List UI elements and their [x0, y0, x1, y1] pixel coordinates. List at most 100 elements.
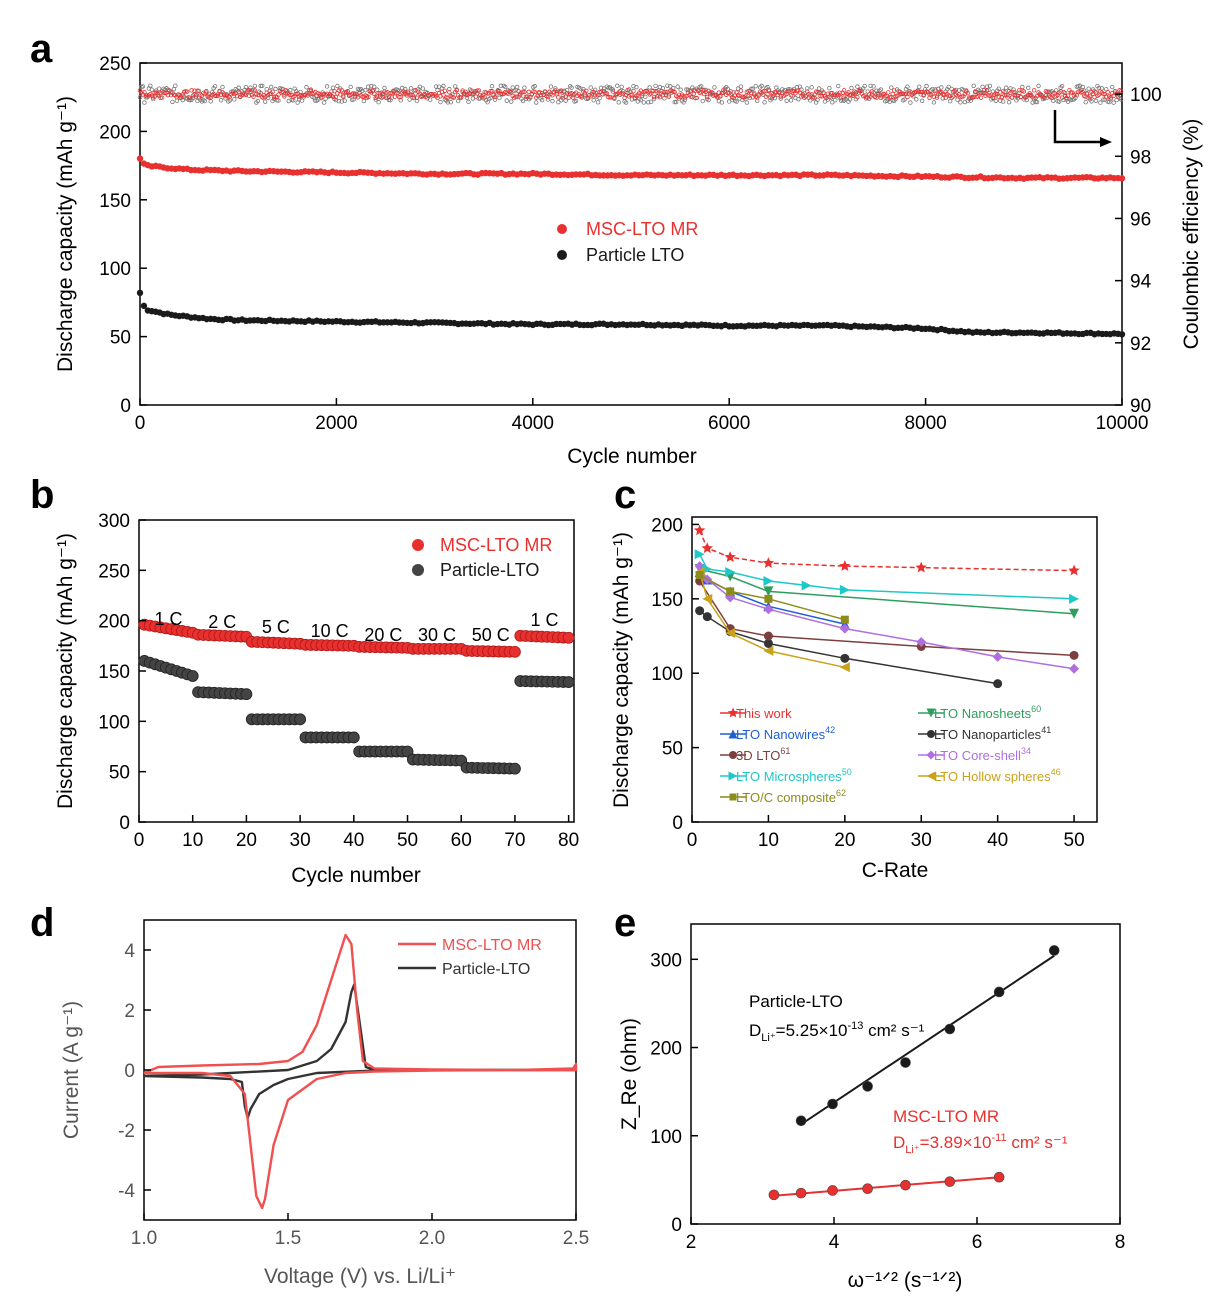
ce-point	[942, 92, 947, 97]
ce-point	[809, 85, 814, 90]
ce-point	[1003, 85, 1009, 90]
panel-d-legend: MSC-LTO MR Particle-LTO	[398, 937, 542, 978]
xtick-label-1: 10	[758, 830, 779, 851]
ytick-label-2: 200	[650, 1039, 682, 1060]
rate-label-1: 2 C	[208, 612, 236, 632]
legend-item-1: LTO Nanosheets60	[918, 704, 1041, 721]
cycle-point	[509, 762, 521, 775]
ce-point	[978, 95, 984, 100]
panel-b-rate-labels: 1 C 2 C 5 C 10 C 20 C 30 C 50 C 1 C	[155, 609, 559, 645]
panel-b-marks	[138, 618, 575, 775]
marker-tri-left	[839, 662, 850, 673]
capacity-point	[1118, 175, 1126, 182]
ce-point	[1118, 89, 1124, 94]
ce-point	[993, 98, 999, 103]
xtick-label-1: 1.5	[275, 1228, 301, 1249]
ce-point	[522, 89, 527, 95]
ce-point	[503, 84, 508, 90]
series-msc-lto-mr	[768, 1171, 1005, 1201]
marker-square	[695, 571, 704, 580]
ce-point	[438, 93, 443, 99]
ce-point	[735, 86, 741, 91]
ce-point	[805, 86, 810, 91]
panel-letter-e: e	[614, 901, 636, 945]
ytick-label-1: 50	[109, 763, 130, 784]
legend-label: LTO Nanowires42	[736, 725, 835, 742]
ce-point	[276, 92, 281, 97]
xtick-label-7: 70	[504, 830, 525, 851]
marker-tri-down	[763, 586, 774, 597]
marker-circle	[729, 751, 737, 759]
xtick-label-0: 2	[686, 1232, 697, 1253]
legend-label-name: This work	[736, 706, 792, 721]
ce-point	[634, 84, 639, 90]
ce-point	[619, 84, 624, 89]
panel-a-marks	[136, 83, 1126, 338]
marker-tri-right	[763, 575, 774, 586]
ce-point	[542, 89, 548, 95]
ce-point	[532, 83, 537, 89]
series-line	[699, 574, 845, 621]
ce-point	[1118, 97, 1124, 102]
ce-point	[933, 87, 938, 92]
series-lto-hollow-spheres	[694, 567, 850, 673]
ce-point	[526, 89, 532, 95]
ce-point	[553, 86, 558, 91]
legend-label: LTO Nanosheets60	[934, 704, 1041, 721]
legend-label-ref: 61	[780, 746, 790, 756]
ce-point	[750, 86, 755, 91]
legend-marker-msc	[557, 224, 567, 234]
xtick-label-2: 20	[236, 830, 257, 851]
ce-point	[1033, 99, 1038, 105]
ce-point	[682, 97, 688, 102]
legend-label-msc-b: MSC-LTO MR	[440, 535, 552, 555]
legend-label-name: LTO Nanoparticles	[934, 727, 1042, 742]
ce-point	[822, 99, 828, 104]
ce-point	[653, 89, 658, 94]
ce-point	[414, 95, 420, 100]
ce-point	[672, 99, 677, 105]
marker-square	[726, 587, 735, 596]
annotation-particle-title: Particle-LTO	[749, 992, 843, 1011]
xtick-label-2: 2.0	[419, 1228, 445, 1249]
ce-point	[1026, 85, 1031, 91]
ce-point	[433, 84, 439, 89]
ytick-label-4: 200	[98, 612, 130, 633]
ce-point	[719, 100, 725, 105]
legend-label: LTO Nanoparticles41	[934, 725, 1051, 742]
ce-point	[342, 98, 347, 103]
legend-label-ref: 50	[842, 767, 852, 777]
ce-point	[821, 90, 826, 95]
ce-point	[890, 91, 895, 97]
ce-point	[282, 94, 287, 99]
legend-label-name: LTO Core-shell	[934, 748, 1021, 763]
ce-point	[943, 95, 948, 101]
impedance-point	[993, 1171, 1005, 1183]
ce-point	[650, 88, 655, 93]
ytick-label-6: 300	[98, 511, 130, 532]
marker-tri-left	[763, 645, 774, 656]
ce-point	[268, 84, 274, 90]
xtick-label-1: 4	[829, 1232, 840, 1253]
ce-point	[1045, 89, 1050, 94]
marker-diamond	[763, 604, 774, 615]
ce-point	[195, 88, 200, 93]
ce-point	[545, 97, 551, 102]
legend-label-name: LTO Nanosheets	[934, 706, 1032, 721]
ce-point	[149, 87, 154, 92]
ce-point	[638, 97, 644, 103]
ce-point	[958, 100, 963, 105]
y2tick-label-5: 100	[1130, 85, 1162, 106]
segment-5-msc	[406, 642, 468, 655]
ce-point	[607, 95, 613, 100]
ytick-label-0: 0	[671, 1215, 682, 1236]
ce-point	[631, 88, 636, 94]
legend-item-0: This work	[720, 706, 792, 721]
ce-point	[972, 89, 978, 95]
ce-point	[1093, 98, 1099, 103]
ce-point	[1059, 83, 1065, 89]
ce-point	[1021, 89, 1026, 94]
ce-point	[235, 93, 240, 99]
panel-e-marks	[768, 945, 1060, 1201]
ce-point	[924, 83, 929, 89]
